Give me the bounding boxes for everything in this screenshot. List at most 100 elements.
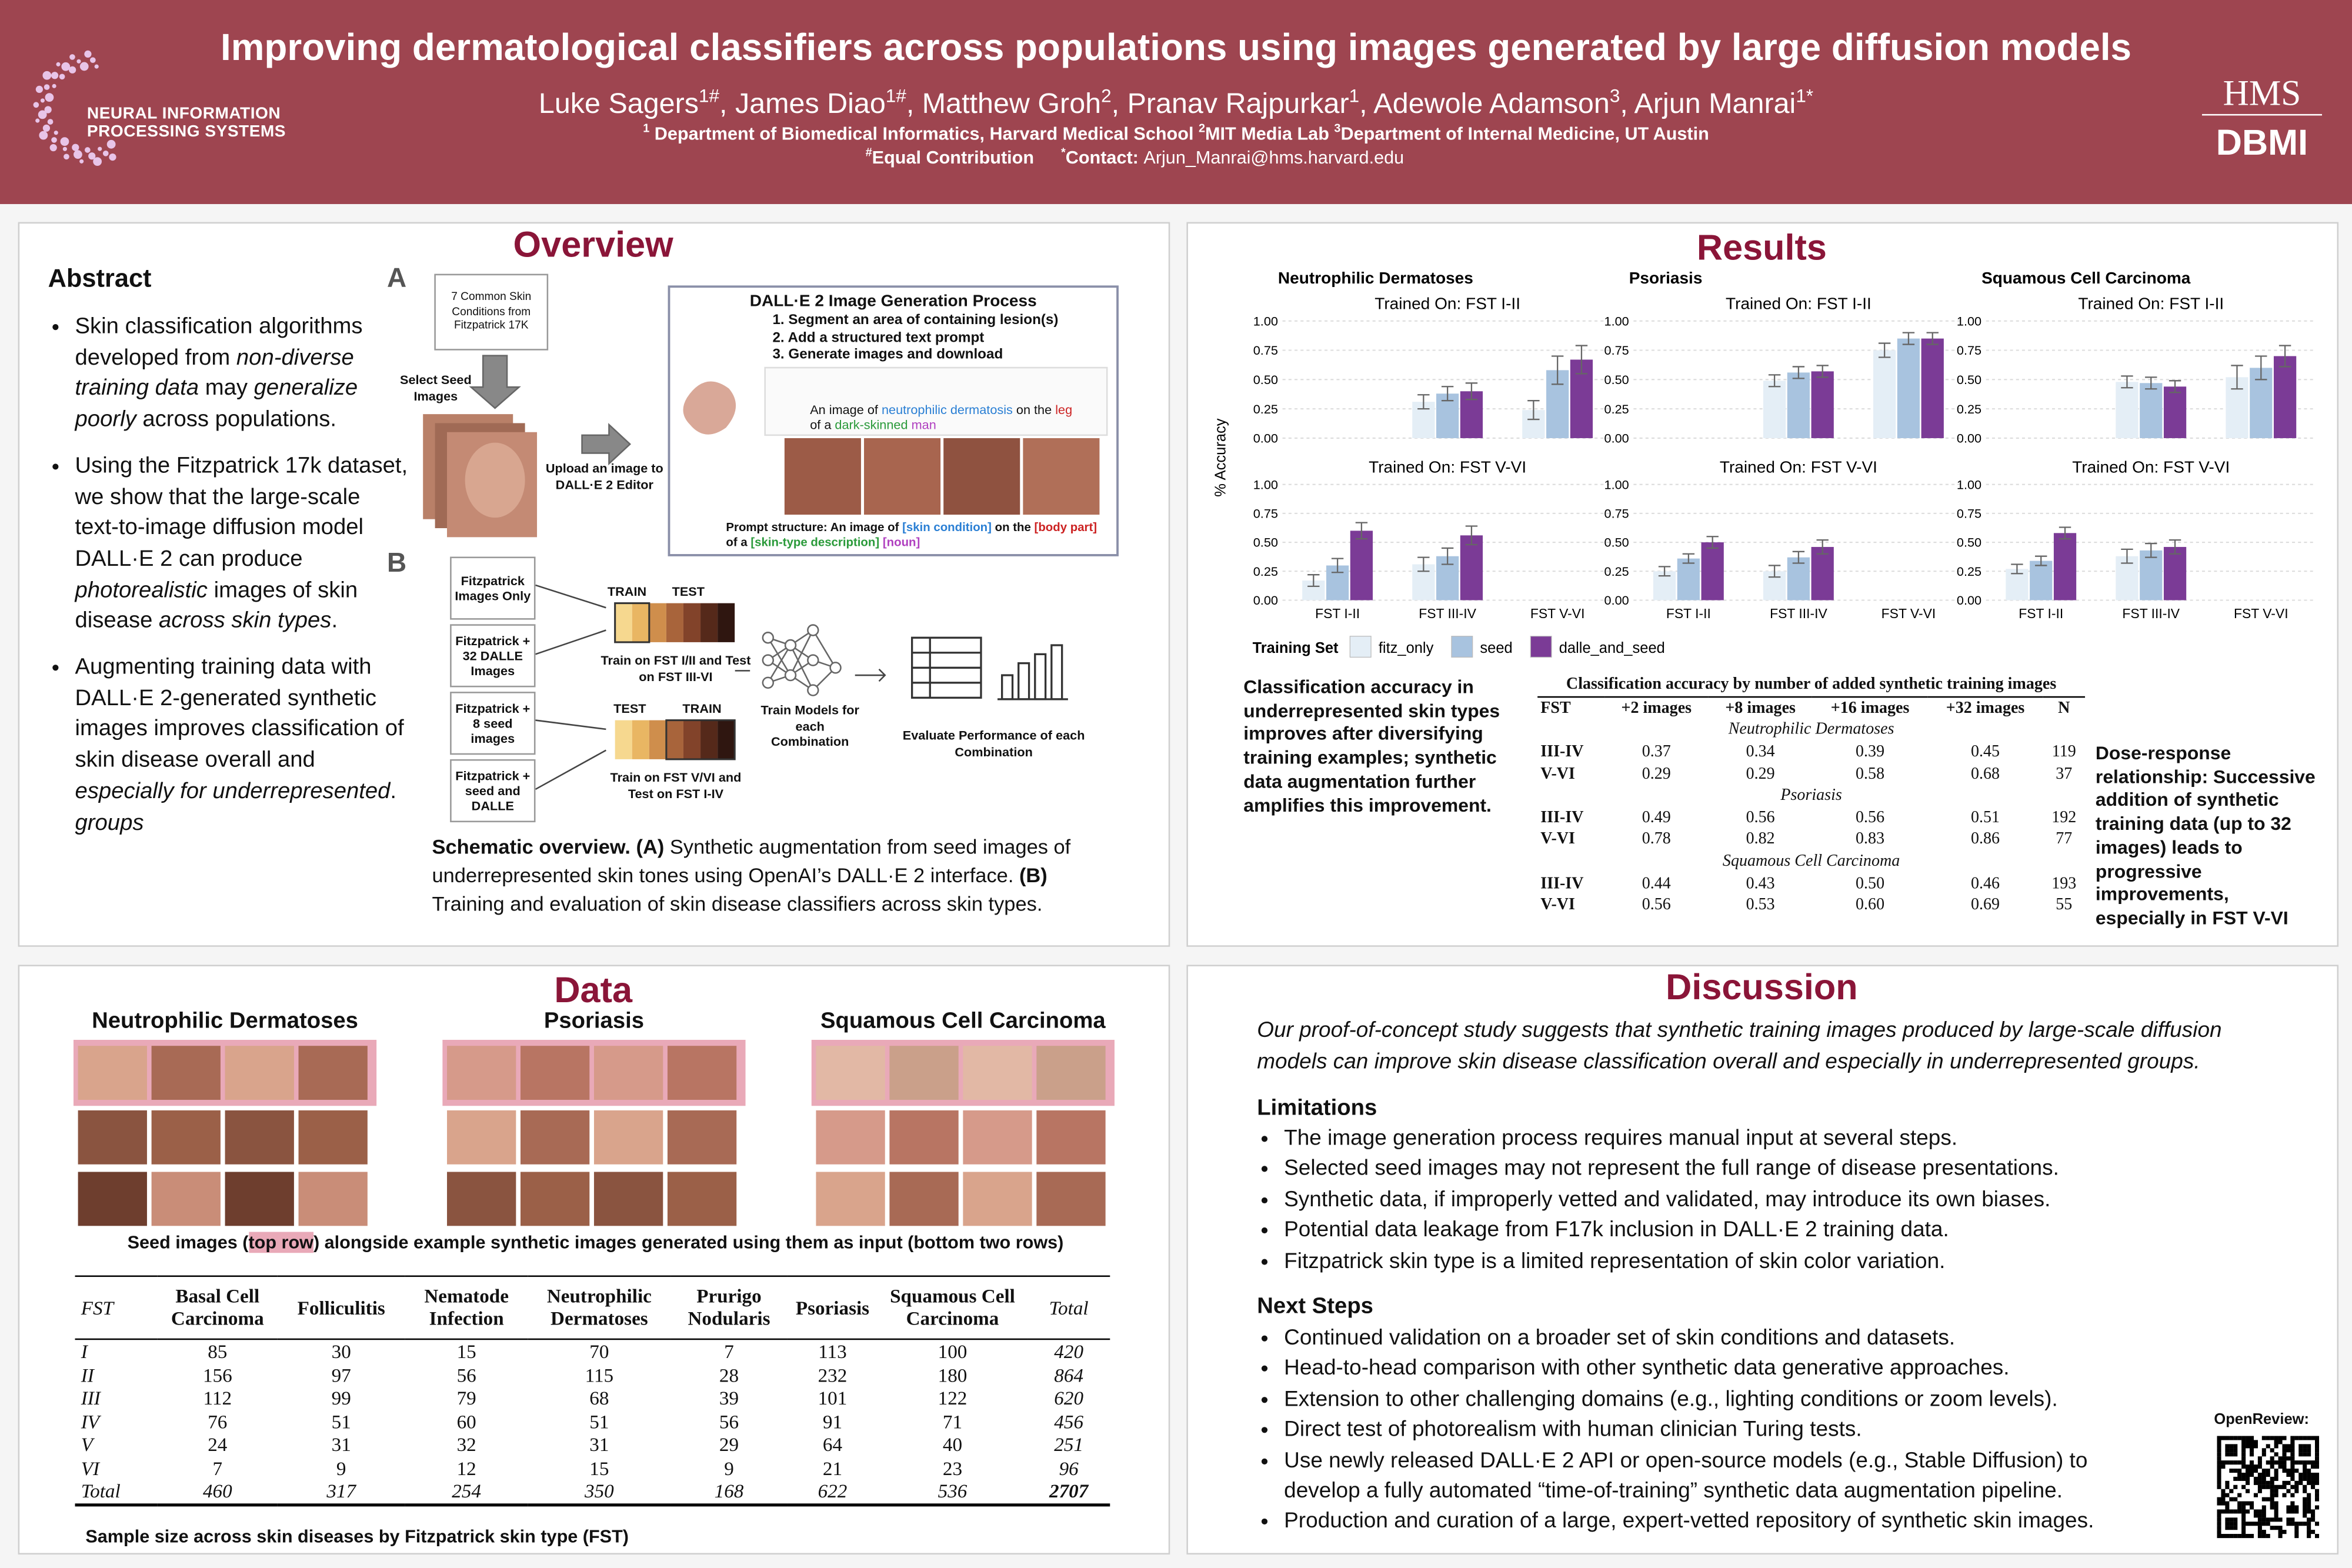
- error-bar: [1441, 386, 1454, 402]
- qr-cell: [2229, 1534, 2234, 1539]
- qr-cell: [2294, 1522, 2299, 1526]
- network-node: [807, 624, 819, 636]
- qr-cell: [2233, 1497, 2238, 1502]
- table-cell: 37: [2056, 765, 2073, 783]
- header: Improving dermatological classifiers acr…: [0, 0, 2352, 204]
- photo: [889, 1172, 959, 1226]
- table-row: III-IV 0.49 0.56 0.56 0.51 192: [1537, 806, 2085, 828]
- fst-swatch: [615, 720, 632, 759]
- qr-cell: [2307, 1452, 2311, 1457]
- network-node: [807, 684, 819, 696]
- group-name: Squamous Cell Carcinoma: [1722, 852, 1900, 870]
- logo-dot: [47, 119, 54, 125]
- qr-cell: [2266, 1472, 2270, 1477]
- table-cell: 15: [589, 1456, 609, 1479]
- photo: [298, 1046, 368, 1100]
- qr-cell: [2257, 1530, 2262, 1534]
- qr-cell: [2241, 1530, 2246, 1534]
- qr-cell: [2303, 1484, 2307, 1489]
- y-axis-label: % Accuracy: [1213, 418, 1229, 496]
- qr-cell: [2217, 1484, 2221, 1489]
- qr-cell: [2246, 1440, 2250, 1444]
- qr-cell: [2274, 1444, 2278, 1449]
- qr-cell: [2241, 1484, 2246, 1489]
- qr-cell: [2261, 1530, 2266, 1534]
- qr-cell: [2294, 1505, 2299, 1510]
- qr-cell: [2314, 1497, 2320, 1502]
- steps: 1. Segment an area of containing lesion(…: [772, 312, 1058, 364]
- process-title: DALL·E 2 Image Generation Process: [749, 292, 1037, 311]
- logo-dot: [59, 74, 65, 80]
- data-table: FST Basal Cell Carcinoma Folliculitis Nemat…: [75, 1275, 1110, 1506]
- qr-cell: [2278, 1464, 2283, 1469]
- text-run: man: [911, 417, 936, 432]
- group-title: Squamous Cell Carcinoma: [820, 1008, 1106, 1034]
- table-cell: 317: [326, 1479, 356, 1502]
- qr-cell: [2311, 1517, 2316, 1522]
- photo: [520, 1046, 590, 1100]
- qr-cell: [2307, 1526, 2311, 1530]
- superscript: 2: [1101, 85, 1112, 107]
- qr-cell: [2257, 1534, 2262, 1539]
- table-cell: 51: [331, 1409, 351, 1433]
- text-run: groups: [75, 809, 144, 835]
- eval-icons: [910, 636, 1068, 700]
- qr-cell: [2274, 1476, 2278, 1481]
- fst-swatch: [632, 603, 649, 642]
- qr-cell: [2241, 1460, 2246, 1465]
- qr-cell: [2307, 1476, 2311, 1481]
- fst-swatch: [683, 720, 701, 759]
- error-bar: [1878, 342, 1891, 358]
- bar-icon: [1017, 662, 1030, 700]
- table-cell: 115: [585, 1363, 614, 1386]
- x-tick-label: FST III-IV: [2122, 606, 2180, 621]
- qr-cell: [2261, 1517, 2266, 1522]
- qr-cell: [2307, 1505, 2311, 1510]
- qr-cell: [2237, 1469, 2242, 1473]
- qr-cell: [2307, 1444, 2311, 1449]
- x-tick-label: FST V-VI: [1530, 606, 1585, 621]
- table-cell: 7: [212, 1456, 223, 1479]
- qr-cell: [2233, 1476, 2238, 1481]
- bar: [2053, 533, 2077, 600]
- fst-bars: [614, 602, 736, 760]
- arrow: [535, 584, 606, 609]
- bar: [2140, 383, 2163, 438]
- photo: [78, 1046, 147, 1100]
- qr-cell: [2278, 1517, 2283, 1522]
- bar: [2273, 356, 2297, 438]
- qr-cell: [2282, 1493, 2287, 1497]
- qr-cell: [2270, 1493, 2274, 1497]
- error-bar: [1465, 382, 1478, 401]
- qr-cell: [2246, 1464, 2250, 1469]
- qr-cell: [2237, 1476, 2242, 1481]
- text-run: especially for underrepresented: [75, 778, 391, 805]
- legend-label: dalle_and_seed: [1559, 640, 1665, 656]
- qr-cell: [2249, 1444, 2254, 1449]
- table-row: IV 76 51 60 51 56 91 71 456: [75, 1410, 1110, 1433]
- text-run: Luke Sagers: [538, 89, 699, 121]
- qr-cell: [2237, 1501, 2242, 1506]
- split-label: TEST: [613, 700, 646, 716]
- photo: [447, 1110, 516, 1165]
- table-row: Total 460 317 254 350 168 622 536 2707: [75, 1479, 1110, 1504]
- qr-cell: [2249, 1501, 2254, 1506]
- table-cell: V-VI: [1540, 765, 1575, 783]
- y-tick-label: 0.75: [1957, 343, 1981, 358]
- logo-dot: [109, 153, 116, 161]
- qr-cell: [2278, 1460, 2283, 1465]
- qr-cell: [2253, 1493, 2258, 1497]
- header-cell: +8 images: [1725, 699, 1796, 718]
- qr-cell: [2257, 1476, 2262, 1481]
- error-bar: [2011, 563, 2023, 575]
- logo-dot: [98, 146, 102, 151]
- legend-label: fitz_only: [1379, 640, 1434, 656]
- authors: Luke Sagers1#, James Diao1#, Matthew Gro…: [0, 85, 2352, 122]
- qr-cell: [2298, 1452, 2303, 1457]
- network-edge: [789, 629, 814, 676]
- qr-cell: [2303, 1448, 2307, 1453]
- qr-cell: [2221, 1509, 2226, 1514]
- qr-cell: [2286, 1469, 2291, 1473]
- table-cell: 0.78: [1642, 830, 1671, 849]
